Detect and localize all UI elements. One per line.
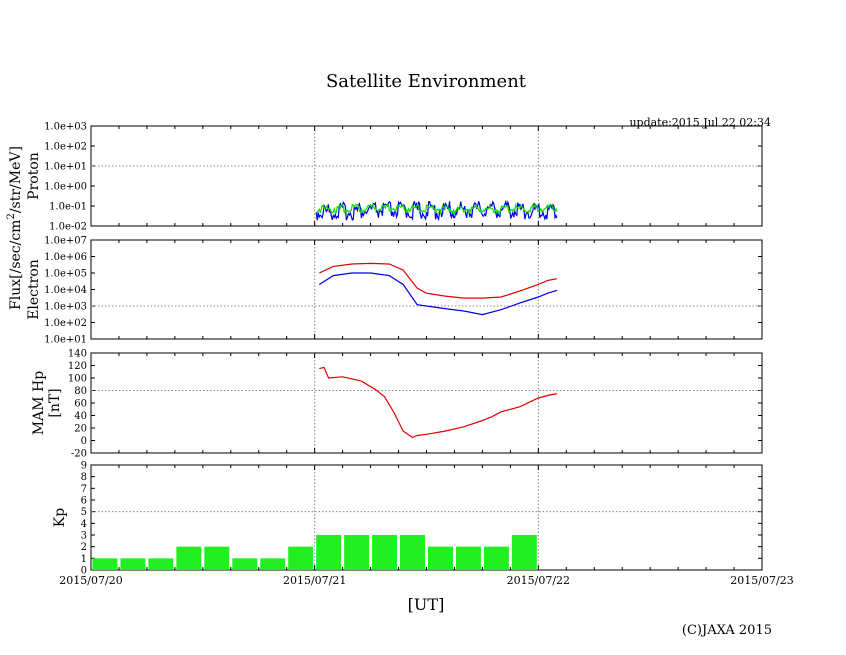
kp-y-tick-label: 7 (81, 484, 87, 495)
x-axis-label: [UT] (408, 595, 445, 614)
kp-bar (483, 546, 509, 570)
kp-bar (400, 535, 425, 570)
kp-y-label: Kp (52, 508, 68, 527)
kp-bar (260, 558, 286, 570)
kp-bar (148, 558, 174, 570)
electron-y-tick-label: 1.0e+05 (44, 269, 87, 280)
proton-y-tick-label: 1.0e-02 (49, 222, 87, 233)
mam-y-tick-label: 40 (74, 411, 87, 422)
proton-y-tick-label: 1.0e+01 (44, 162, 87, 173)
proton-y-tick-label: 1.0e+03 (44, 122, 87, 133)
update-timestamp: update:2015 Jul 22 02:34 (629, 116, 771, 129)
kp-bar (344, 535, 370, 570)
kp-y-tick-label: 3 (81, 531, 87, 542)
proton-y-tick-label: 1.0e-01 (49, 202, 87, 213)
mam-y-tick-label: 0 (81, 436, 87, 447)
electron-series-line (319, 262, 558, 299)
kp-y-tick-label: 2 (81, 542, 87, 553)
electron-y-tick-label: 1.0e+01 (44, 335, 87, 346)
kp-y-tick-label: 8 (81, 472, 87, 483)
kp-bar (316, 535, 342, 570)
chart-title: Satellite Environment (326, 71, 527, 92)
kp-y-tick-label: 4 (81, 519, 87, 530)
mam-y-tick-label: 20 (74, 424, 87, 435)
kp-y-tick-label: 6 (81, 496, 87, 507)
kp-bar (511, 535, 537, 570)
x-tick-label: 2015/07/21 (283, 574, 346, 587)
mam-series-line (319, 366, 558, 439)
proton-series-line (315, 199, 558, 222)
kp-y-tick-label: 0 (81, 566, 87, 577)
electron-y-tick-label: 1.0e+03 (44, 302, 87, 313)
electron-y-tick-label: 1.0e+04 (44, 285, 87, 296)
x-tick-label: 2015/07/20 (59, 574, 122, 587)
kp-y-tick-label: 9 (81, 461, 87, 472)
mam-y-tick-label: 120 (68, 361, 87, 372)
proton-panel-frame (90, 125, 763, 227)
x-tick-label: 2015/07/23 (730, 574, 793, 587)
kp-bar (92, 558, 118, 570)
electron-y-tick-label: 1.0e+07 (44, 236, 87, 247)
kp-y-tick-label: 1 (81, 554, 87, 565)
mam-y-unit: [nT] (47, 388, 63, 417)
kp-bar (455, 546, 481, 570)
proton-y-tick-label: 1.0e+02 (44, 142, 87, 153)
x-tick-label: 2015/07/22 (507, 574, 570, 587)
mam-y-tick-label: -20 (71, 449, 87, 460)
kp-bar (120, 558, 146, 570)
kp-bar (372, 535, 398, 570)
electron-y-tick-label: 1.0e+06 (44, 252, 87, 263)
proton-y-tick-label: 1.0e+00 (44, 182, 87, 193)
electron-panel-frame (90, 239, 763, 340)
kp-bar (232, 558, 258, 570)
proton-y-label: Proton (26, 152, 42, 200)
kp-y-tick-label: 5 (81, 507, 87, 518)
mam-y-tick-label: 100 (68, 374, 87, 385)
electron-y-tick-label: 1.0e+02 (44, 318, 87, 329)
flux-label-superscript: 2 (6, 213, 17, 219)
flux-y-label: Flux[/sec/cm2/str/MeV] (6, 146, 24, 310)
electron-y-label: Electron (26, 259, 42, 320)
kp-bar (204, 546, 230, 570)
mam-panel-frame (90, 352, 763, 454)
mam-y-tick-label: 80 (74, 386, 87, 397)
copyright: (C)JAXA 2015 (682, 623, 772, 638)
proton-series-line (315, 202, 558, 216)
mam-y-tick-label: 60 (74, 399, 87, 410)
kp-bar (176, 546, 202, 570)
kp-bar (288, 546, 314, 570)
kp-bar (428, 546, 453, 570)
plot-layer: 1.0e-02 1.0e-01 1.0e+00 1.0e+01 1.0e+02 1.0e+… (26, 122, 794, 588)
electron-series-line (318, 272, 558, 316)
mam-y-tick-label: 140 (68, 349, 87, 360)
mam-y-label: MAM Hp (31, 371, 47, 435)
